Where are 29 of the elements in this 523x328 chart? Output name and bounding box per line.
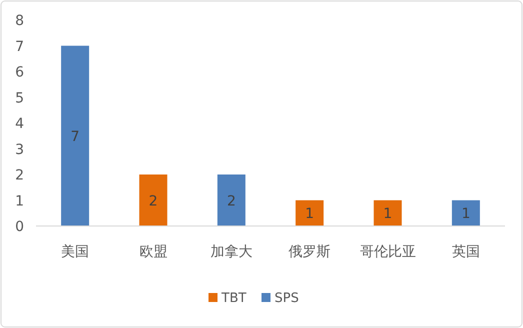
bar [452, 200, 480, 226]
y-tick-label: 5 [15, 90, 24, 106]
bar [139, 174, 168, 226]
y-tick-label: 6 [15, 64, 24, 80]
y-tick-label: 8 [15, 13, 24, 29]
x-tick-label: 加拿大 [210, 244, 252, 260]
data-label: 1 [383, 206, 392, 222]
x-tick-label: 美国 [61, 244, 90, 260]
bar [61, 46, 90, 226]
data-label: 1 [305, 206, 314, 222]
y-tick-label: 3 [15, 142, 24, 158]
data-label: 7 [70, 128, 80, 145]
data-label: 2 [226, 193, 236, 210]
data-label: 1 [461, 206, 470, 222]
legend-label: SPS [274, 291, 299, 306]
y-tick-label: 4 [15, 116, 24, 132]
y-tick-label: 1 [15, 193, 24, 210]
legend-label: TBT [220, 291, 246, 306]
bar [217, 174, 246, 226]
y-tick-label: 2 [15, 168, 24, 184]
y-tick-label: 0 [15, 219, 24, 235]
bar [296, 200, 324, 226]
bar [374, 200, 402, 226]
x-tick-label: 欧盟 [139, 244, 168, 260]
x-tick-label: 俄罗斯 [288, 244, 331, 260]
x-tick-label: 英国 [452, 244, 480, 260]
x-tick-label: 哥伦比亚 [360, 244, 416, 260]
data-label: 2 [148, 193, 158, 210]
y-tick-label: 7 [15, 38, 24, 55]
